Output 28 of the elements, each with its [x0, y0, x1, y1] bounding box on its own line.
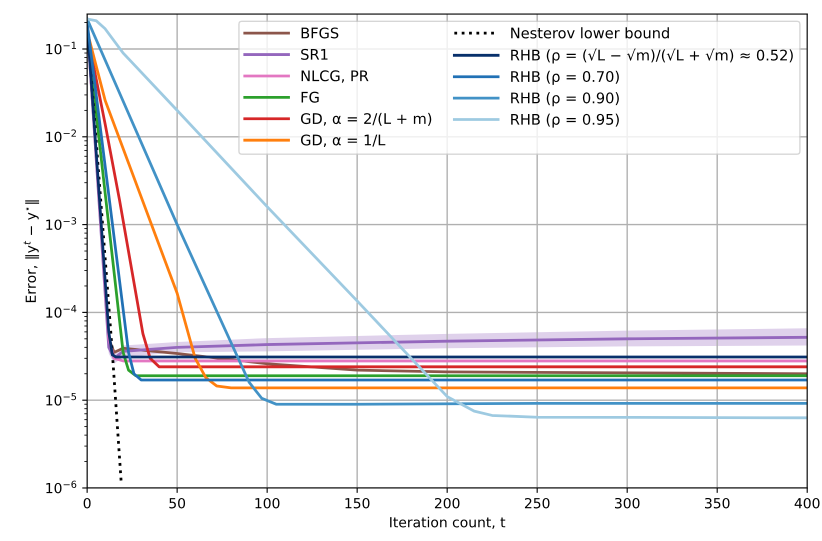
legend-label: FG	[302, 92, 319, 103]
y-tick-label: 10$^{−5}$	[46, 392, 76, 406]
legend-label: RHB (ρ = (√L − √m)/(√L + √m) ≈ 0.52)	[511, 48, 793, 64]
x-tick-label: 0	[84, 498, 91, 508]
y-tick-label: 10$^{−4}$	[46, 305, 76, 318]
legend-label: SR1	[301, 48, 328, 60]
legend-label: RHB (ρ = 0.70)	[511, 70, 619, 85]
x-tick-label: 200	[434, 498, 460, 508]
legend-label: RHB (ρ = 0.95)	[511, 114, 619, 128]
legend-label: BFGS	[302, 27, 338, 38]
y-tick-label: 10$^{−1}$	[46, 42, 76, 54]
x-tick-label: 150	[345, 498, 370, 508]
x-tick-label: 50	[169, 498, 186, 508]
x-axis-title: Iteration count, t	[390, 516, 506, 529]
x-tick-label: 250	[524, 498, 550, 508]
y-tick-label: 10$^{−2}$	[46, 129, 76, 142]
y-tick-label: 10$^{−3}$	[46, 217, 76, 230]
y-tick-label: 10$^{−6}$	[46, 480, 76, 494]
x-tick-label: 350	[705, 498, 730, 508]
x-tick-label: 300	[614, 498, 640, 508]
x-tick-label: 100	[255, 498, 280, 508]
x-tick-label: 400	[794, 498, 820, 508]
legend-label: RHB (ρ = 0.90)	[511, 92, 619, 106]
legend-label: GD, α = 2/(L + m)	[301, 112, 432, 126]
legend-label: NLCG, PR	[302, 70, 368, 83]
legend-label: Nesterov lower bound	[511, 27, 669, 38]
legend-label: GD, α = 1/L	[301, 134, 386, 147]
y-axis-title: Error, ‖y$^{t}$ − y$^{⋆}$‖	[24, 200, 40, 302]
